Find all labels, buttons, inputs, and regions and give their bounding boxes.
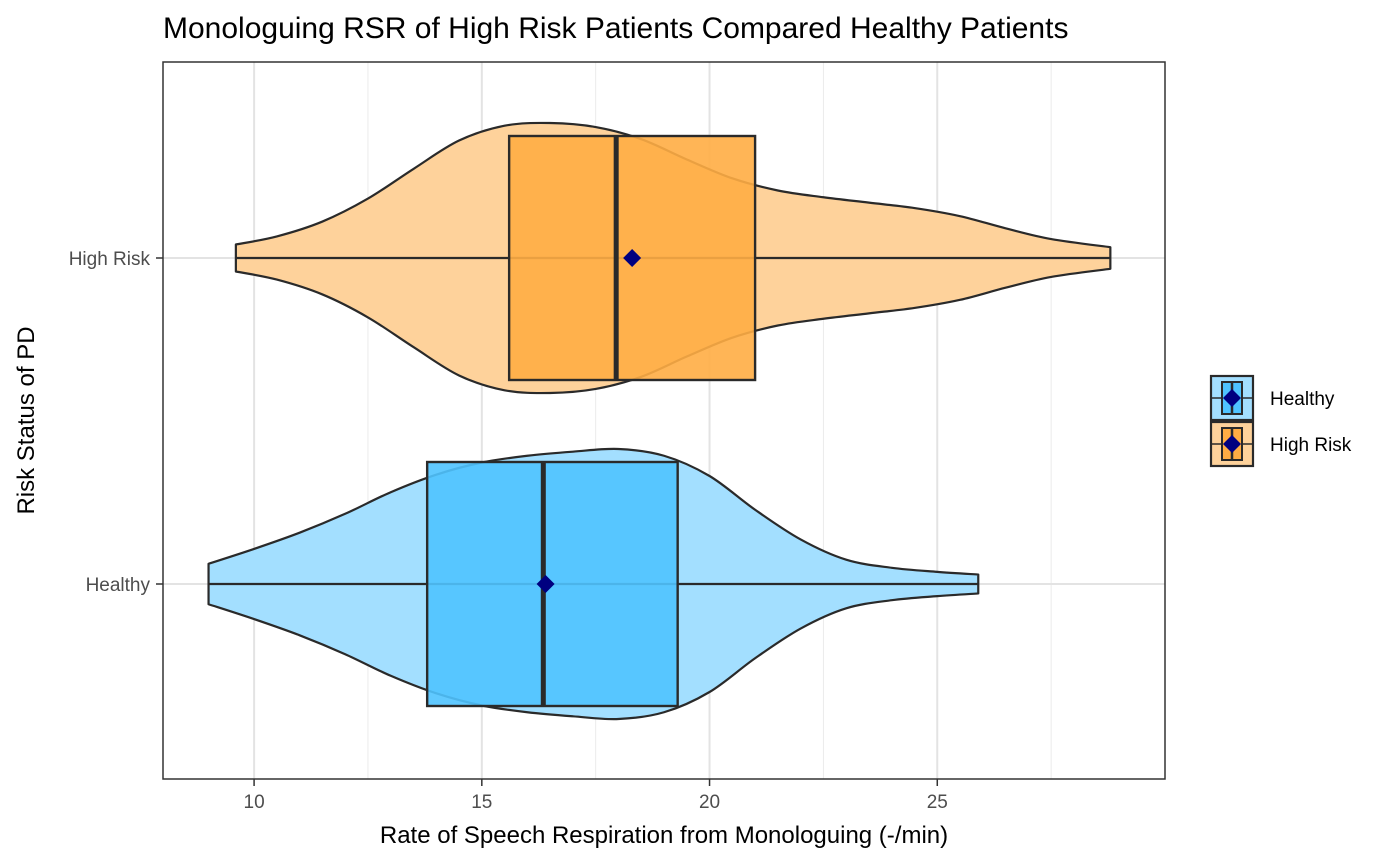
x-axis-title: Rate of Speech Respiration from Monologu… bbox=[380, 822, 948, 849]
legend-item-healthy: Healthy bbox=[1209, 374, 1335, 422]
series-healthy bbox=[207, 447, 980, 721]
x-tick-label: 20 bbox=[699, 792, 720, 813]
series-high-risk bbox=[234, 121, 1112, 395]
legend: Healthy High Risk bbox=[1209, 374, 1352, 468]
legend-label: Healthy bbox=[1270, 389, 1335, 410]
y-tick-label: High Risk bbox=[69, 249, 151, 270]
legend-item-high-risk: High Risk bbox=[1209, 420, 1352, 468]
axes: 10 15 20 25 Healthy High Risk bbox=[69, 249, 948, 813]
mean-marker-high-risk bbox=[623, 249, 642, 267]
x-tick-label: 25 bbox=[927, 792, 948, 813]
mean-marker-healthy bbox=[536, 575, 555, 593]
panel-border bbox=[162, 61, 1166, 780]
chart-title: Monologuing RSR of High Risk Patients Co… bbox=[163, 12, 1068, 45]
legend-key-mean-marker bbox=[1223, 435, 1241, 453]
legend-label: High Risk bbox=[1270, 435, 1352, 456]
x-tick-label: 10 bbox=[244, 792, 265, 813]
y-axis-title: Risk Status of PD bbox=[13, 326, 40, 514]
x-tick-label: 15 bbox=[471, 792, 492, 813]
y-tick-label: Healthy bbox=[86, 575, 151, 596]
legend-key-mean-marker bbox=[1223, 389, 1241, 407]
plot-area bbox=[207, 121, 1112, 721]
